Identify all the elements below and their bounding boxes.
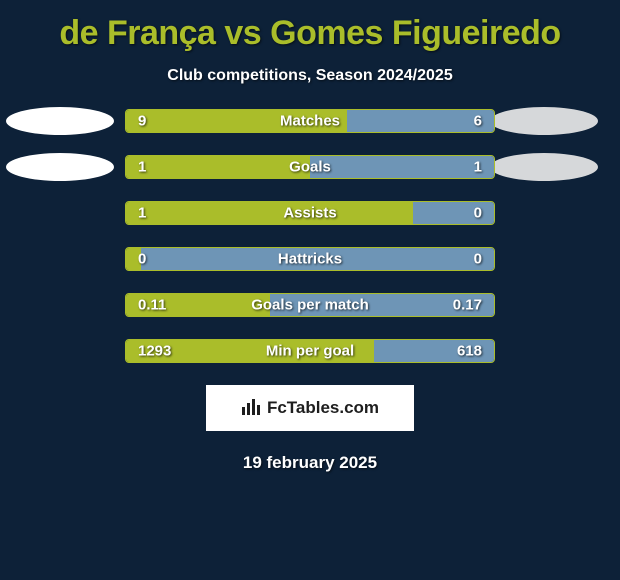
stat-row: 1293 618 Min per goal bbox=[0, 339, 620, 363]
stat-value-right: 0 bbox=[474, 251, 482, 268]
stat-value-left: 0 bbox=[138, 251, 146, 268]
bar-right-fill bbox=[347, 110, 494, 132]
left-ellipse-icon bbox=[6, 153, 114, 181]
right-ellipse-icon bbox=[490, 107, 598, 135]
stat-label: Assists bbox=[283, 205, 336, 222]
bar-right-fill bbox=[310, 156, 494, 178]
stat-bar: 9 6 Matches bbox=[125, 109, 495, 133]
stat-bar: 0.11 0.17 Goals per match bbox=[125, 293, 495, 317]
stat-value-left: 0.11 bbox=[138, 297, 166, 314]
stat-bar: 0 0 Hattricks bbox=[125, 247, 495, 271]
stat-label: Hattricks bbox=[278, 251, 342, 268]
stat-value-left: 9 bbox=[138, 113, 146, 130]
stat-bar: 1 1 Goals bbox=[125, 155, 495, 179]
bar-left-fill bbox=[126, 202, 413, 224]
stat-value-right: 0.17 bbox=[453, 297, 482, 314]
stat-value-right: 0 bbox=[474, 205, 482, 222]
page-subtitle: Club competitions, Season 2024/2025 bbox=[167, 67, 452, 85]
stat-bar: 1293 618 Min per goal bbox=[125, 339, 495, 363]
date-text: 19 february 2025 bbox=[243, 453, 377, 473]
site-logo[interactable]: FcTables.com bbox=[206, 385, 414, 431]
stat-value-left: 1 bbox=[138, 159, 146, 176]
stat-value-left: 1 bbox=[138, 205, 146, 222]
stat-label: Goals bbox=[289, 159, 331, 176]
bar-left-fill bbox=[126, 156, 310, 178]
stat-value-right: 6 bbox=[474, 113, 482, 130]
stat-bar: 1 0 Assists bbox=[125, 201, 495, 225]
stat-value-left: 1293 bbox=[138, 343, 171, 360]
stat-row: 0 0 Hattricks bbox=[0, 247, 620, 271]
stats-chart: 9 6 Matches 1 1 Goals 1 0 Assists 0 0 Hattricks 0.11… bbox=[0, 109, 620, 363]
stat-value-right: 618 bbox=[457, 343, 482, 360]
stat-label: Min per goal bbox=[266, 343, 354, 360]
right-ellipse-icon bbox=[490, 153, 598, 181]
stat-value-right: 1 bbox=[474, 159, 482, 176]
bar-chart-icon bbox=[241, 397, 261, 420]
stat-row: 1 1 Goals bbox=[0, 155, 620, 179]
stat-label: Goals per match bbox=[251, 297, 369, 314]
stat-row: 0.11 0.17 Goals per match bbox=[0, 293, 620, 317]
page-title: de França vs Gomes Figueiredo bbox=[59, 14, 560, 53]
left-ellipse-icon bbox=[6, 107, 114, 135]
stat-row: 1 0 Assists bbox=[0, 201, 620, 225]
stat-row: 9 6 Matches bbox=[0, 109, 620, 133]
logo-text: FcTables.com bbox=[267, 398, 379, 418]
stat-label: Matches bbox=[280, 113, 340, 130]
